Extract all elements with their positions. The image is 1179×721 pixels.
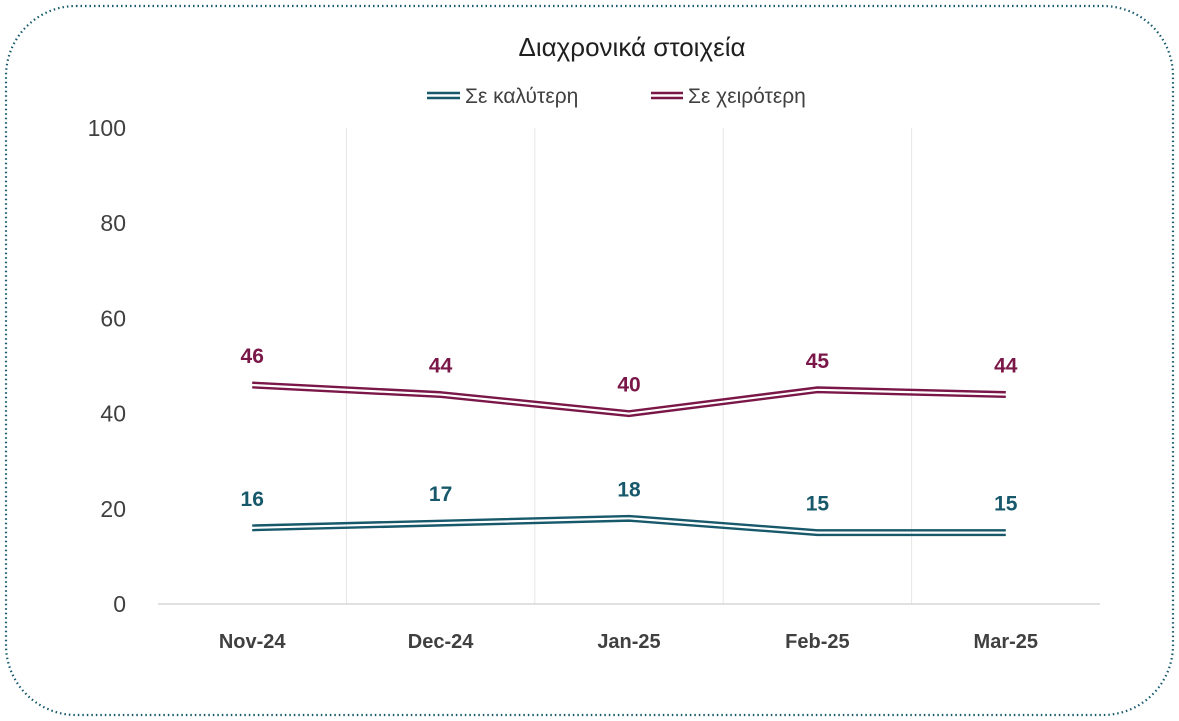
data-label-worse: 46 xyxy=(241,345,264,368)
data-label-better: 16 xyxy=(241,488,264,511)
series-line-better xyxy=(252,514,1006,532)
x-tick-label: Mar-25 xyxy=(974,631,1038,653)
data-label-worse: 40 xyxy=(617,374,640,397)
legend-label-worse: Σε χειρότερη xyxy=(688,85,806,108)
series-line-worse xyxy=(252,386,1006,418)
x-tick-label: Nov-24 xyxy=(219,631,287,653)
legend-label-better: Σε καλύτερη xyxy=(465,85,578,108)
data-label-worse: 44 xyxy=(429,355,453,378)
data-label-better: 18 xyxy=(617,478,641,501)
data-label-better: 15 xyxy=(806,493,830,516)
y-tick-label: 20 xyxy=(100,496,126,522)
x-tick-label: Feb-25 xyxy=(785,631,849,653)
legend-item-worse: Σε χειρότερη xyxy=(651,85,806,108)
y-tick-label: 60 xyxy=(100,305,126,331)
legend-item-better: Σε καλύτερη xyxy=(427,85,578,108)
y-tick-label: 40 xyxy=(100,401,126,427)
data-label-worse: 45 xyxy=(806,350,830,373)
y-tick-label: 80 xyxy=(100,210,126,236)
data-label-worse: 44 xyxy=(994,355,1018,378)
data-label-better: 17 xyxy=(429,483,452,506)
y-tick-label: 100 xyxy=(88,115,126,141)
grid xyxy=(345,128,913,604)
x-tick-label: Jan-25 xyxy=(597,631,660,653)
y-tick-label: 0 xyxy=(113,591,126,617)
axes: 0 20 40 60 80 100 Nov-24 Dec-24 Jan-25 Feb-25 Mar-… xyxy=(88,115,1100,653)
series xyxy=(252,381,1006,537)
data-labels: 16 17 18 15 15 46 44 40 45 44 xyxy=(241,345,1018,516)
data-label-better: 15 xyxy=(994,493,1018,516)
series-line-better xyxy=(252,519,1006,537)
series-line-worse xyxy=(252,381,1006,413)
legend: Σε καλύτερη Σε χειρότερη xyxy=(427,85,806,108)
x-tick-label: Dec-24 xyxy=(408,631,474,653)
chart-title: Διαχρονικά στοιχεία xyxy=(518,32,745,62)
chart-border xyxy=(4,4,1175,717)
